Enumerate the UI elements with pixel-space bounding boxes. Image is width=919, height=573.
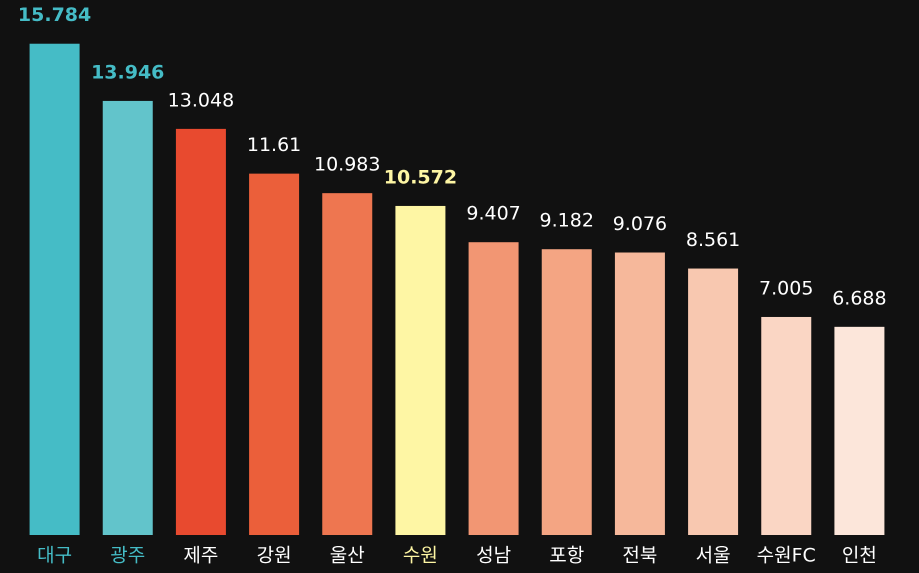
bar: [175, 128, 226, 536]
x-tick-label: 강원: [257, 545, 292, 567]
x-tick-label: 전북: [622, 545, 657, 567]
x-tick-label: 성남: [476, 545, 511, 567]
bar: [688, 268, 739, 535]
value-label: 15.784: [18, 4, 91, 26]
value-label: 13.048: [168, 89, 234, 111]
bar: [541, 249, 592, 535]
value-label: 13.946: [91, 61, 164, 83]
value-label: 9.076: [613, 213, 667, 235]
bar: [322, 193, 373, 536]
value-label: 6.688: [832, 287, 886, 309]
x-tick-label: 수원: [403, 545, 438, 567]
x-tick-label: 대구: [37, 545, 72, 567]
bar: [834, 326, 885, 535]
x-tick-label: 광주: [110, 545, 145, 567]
x-tick-label: 포항: [549, 545, 584, 567]
x-tick-label: 울산: [330, 545, 365, 567]
value-label: 9.407: [466, 203, 520, 225]
bar: [468, 242, 519, 535]
x-tick-label: 수원FC: [757, 545, 816, 567]
bar: [761, 316, 812, 535]
value-label: 7.005: [759, 277, 813, 299]
bar: [395, 205, 446, 535]
value-label: 10.983: [314, 154, 380, 176]
value-label: 11.61: [247, 134, 301, 156]
bar: [249, 173, 300, 536]
bar: [614, 252, 665, 535]
value-label: 9.182: [540, 210, 594, 232]
value-label: 10.572: [384, 166, 457, 188]
x-tick-label: 서울: [696, 545, 731, 567]
bar: [102, 100, 153, 535]
x-tick-label: 인천: [842, 545, 877, 567]
x-tick-label: 제주: [183, 545, 218, 567]
bar: [29, 43, 80, 536]
value-label: 8.561: [686, 229, 740, 251]
